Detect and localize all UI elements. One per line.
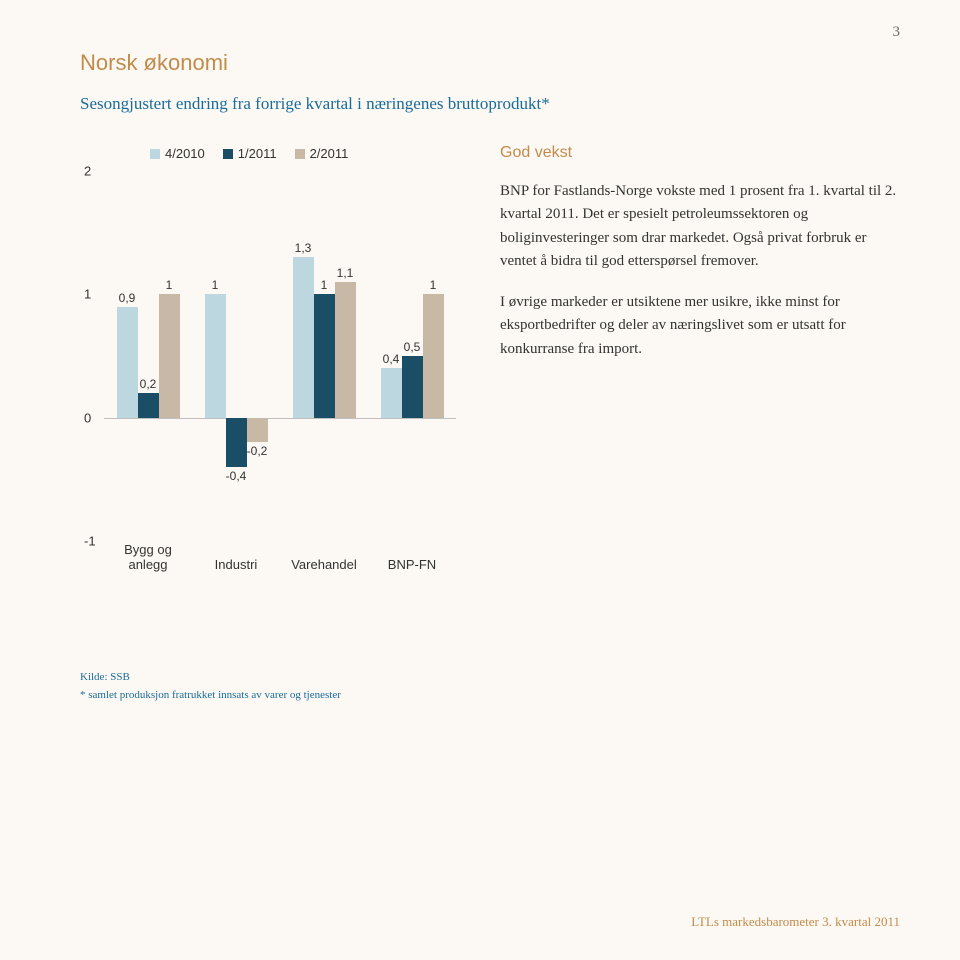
page-number: 3 (893, 24, 901, 41)
bar (159, 294, 180, 417)
bar-label: 1,3 (295, 241, 312, 255)
bar-label: -0,4 (226, 469, 247, 483)
bar (381, 368, 402, 417)
legend-label: 4/2010 (165, 146, 205, 161)
category-label: BNP-FN (368, 557, 456, 573)
bar-label: -0,2 (247, 444, 268, 458)
chart-column: 4/20101/20112/2011 0,90,211-0,4-0,21,311… (80, 140, 460, 581)
bar-label: 1 (166, 278, 173, 292)
y-tick-label: 1 (84, 287, 91, 302)
page-title: Norsk økonomi (80, 50, 900, 76)
bar-label: 1 (212, 278, 219, 292)
bar-label: 0,5 (404, 340, 421, 354)
legend-item: 4/2010 (150, 146, 205, 161)
paragraph-2: I øvrige markeder er utsiktene mer usikr… (500, 291, 900, 361)
legend-item: 2/2011 (295, 146, 349, 161)
text-heading: God vekst (500, 144, 900, 162)
bar (117, 307, 138, 418)
y-tick-label: 0 (84, 410, 91, 425)
chart-legend: 4/2010 1/2011 2/2011 (150, 146, 460, 161)
text-column: God vekst BNP for Fastlands-Norge vokste… (500, 140, 900, 581)
bar-label: 1 (430, 278, 437, 292)
content: 4/20101/20112/2011 0,90,211-0,4-0,21,311… (80, 140, 900, 581)
y-tick-label: -1 (84, 534, 96, 549)
legend-label: 1/2011 (238, 146, 277, 161)
legend-label: 2/2011 (310, 146, 349, 161)
bar (314, 294, 335, 417)
category-label: Varehandel (280, 557, 368, 573)
bar-label: 0,2 (140, 377, 157, 391)
footer-text: LTLs markedsbarometer 3. kvartal 2011 (691, 914, 900, 930)
bar (138, 393, 159, 418)
category-label: Bygg oganlegg (104, 542, 192, 573)
legend-swatch (150, 149, 160, 159)
source-note: * samlet produksjon fratrukket innsats a… (80, 689, 900, 701)
category-label: Industri (192, 557, 280, 573)
y-tick-label: 2 (84, 164, 91, 179)
bar (423, 294, 444, 417)
chart-area: 0,90,211-0,4-0,21,311,10,40,51 -1012Bygg… (80, 171, 460, 581)
bar (226, 418, 247, 467)
zero-axis (104, 418, 456, 419)
legend-item: 1/2011 (223, 146, 277, 161)
subtitle: Sesongjustert endring fra forrige kvarta… (80, 94, 900, 114)
bar-label: 0,9 (119, 291, 136, 305)
paragraph-1: BNP for Fastlands-Norge vokste med 1 pro… (500, 180, 900, 273)
legend-swatch (295, 149, 305, 159)
bar (402, 356, 423, 418)
legend-swatch (223, 149, 233, 159)
source-text: Kilde: SSB (80, 671, 900, 683)
bar (205, 294, 226, 417)
chart-plot: 0,9 0,2 1 1 -0,4-0,2 1,3 1 1,1 0,4 0,5 1 (104, 171, 456, 541)
bar-label: 1,1 (337, 266, 354, 280)
bar-label: 0,4 (383, 352, 400, 366)
bar (335, 282, 356, 418)
bar (247, 418, 268, 443)
bar (293, 257, 314, 417)
bar-label: 1 (321, 278, 328, 292)
